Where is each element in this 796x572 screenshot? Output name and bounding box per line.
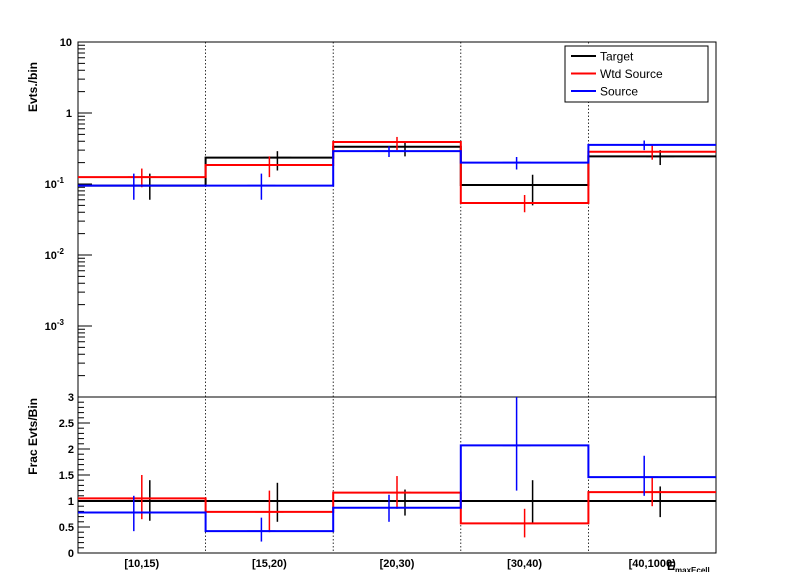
y-tick-label: 10 [60,37,72,49]
x-tick-label: [10,15) [124,558,159,570]
legend-entry: Source [600,85,638,99]
legend: Target Wtd Source Source [564,45,709,103]
y-tick-label: 2 [68,444,74,456]
y-tick-label: 1.5 [59,470,74,482]
y-tick-label: 10-3 [45,318,65,333]
y-tick-label: 2.5 [59,418,74,430]
y-tick-label: 1 [68,496,74,508]
x-tick-label: [40,1000) [629,558,676,570]
y-tick-label: 1 [66,108,72,120]
y-tick-label: 3 [68,392,74,404]
ratio-panel: 0 0.5 1 1.5 2 2.5 3 [10,15) [15,20) [20,30) [30,40… [59,392,717,570]
y-tick-label: 0.5 [59,522,74,534]
x-tick-label: [15,20) [252,558,287,570]
y-tick-label: 0 [68,548,74,560]
y-tick-label: 10-2 [45,247,65,262]
x-axis-label: EmaxEcell [667,559,710,572]
lower-frame [77,396,717,554]
y-tick-label: 10-1 [45,176,65,191]
legend-entry: Target [600,50,634,64]
x-tick-label: [20,30) [380,558,415,570]
upper-y-axis-label: Evts./bin [26,62,40,112]
legend-entry: Wtd Source [600,67,663,81]
x-tick-label: [30,40) [507,558,542,570]
lower-y-axis-label: Frac Evts/Bin [26,398,40,475]
upper-panel: 10 1 10-1 10-2 10-3 [45,37,717,553]
